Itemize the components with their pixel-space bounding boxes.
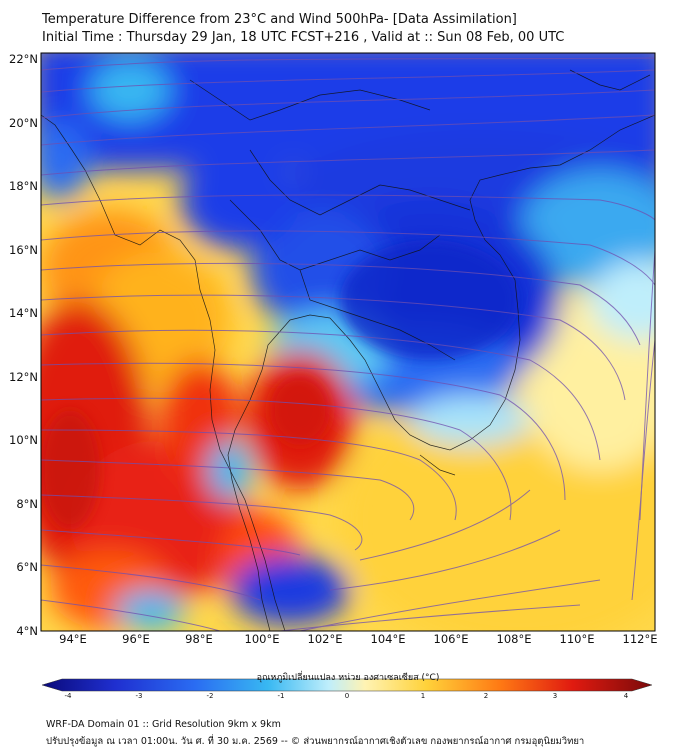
lon-label: 96°E [122,632,150,646]
footer-credit: ปรับปรุงข้อมูล ณ เวลา 01:00น. วัน ศ. ที่… [46,736,585,747]
lon-label: 112°E [622,632,658,646]
lat-label: 18°N [9,179,38,193]
colorbar-tick: 0 [344,692,350,700]
colorbar-tick: 2 [483,692,489,700]
colorbar-tick: 4 [623,692,629,700]
map-subtitle: Initial Time : Thursday 29 Jan, 18 UTC F… [42,30,565,45]
lat-label: 14°N [9,306,38,320]
map-frame [40,52,656,632]
temperature-field [41,53,655,631]
colorbar-tick: 1 [420,692,426,700]
lat-label: 12°N [9,370,38,384]
colorbar-tick: 3 [552,692,558,700]
coastlines [41,69,655,631]
lon-label: 104°E [370,632,406,646]
lon-label: 100°E [244,632,280,646]
lon-label: 102°E [307,632,343,646]
colorbar-tick: -3 [135,692,143,700]
colorbar-tick: -4 [64,692,72,700]
lon-label: 98°E [185,632,213,646]
wind-streamlines [41,57,655,631]
lat-label: 8°N [16,497,38,511]
lon-label: 108°E [496,632,532,646]
map-title: Temperature Difference from 23°C and Win… [42,12,517,27]
colorbar-title: อุณหภูมิเปลี่ยนแปลง หน่วย องศาเซลเซียส (… [256,673,440,683]
colorbar [41,678,653,692]
lat-label: 10°N [9,433,38,447]
lon-label: 106°E [433,632,469,646]
lat-label: 20°N [9,116,38,130]
lon-label: 110°E [559,632,595,646]
colorbar-tick: -1 [277,692,285,700]
lat-label: 22°N [9,52,38,66]
lat-label: 16°N [9,243,38,257]
footer-model-info: WRF-DA Domain 01 :: Grid Resolution 9km … [46,719,281,730]
lon-label: 94°E [59,632,87,646]
lat-label: 4°N [16,624,38,638]
lat-label: 6°N [16,560,38,574]
colorbar-tick: -2 [206,692,214,700]
